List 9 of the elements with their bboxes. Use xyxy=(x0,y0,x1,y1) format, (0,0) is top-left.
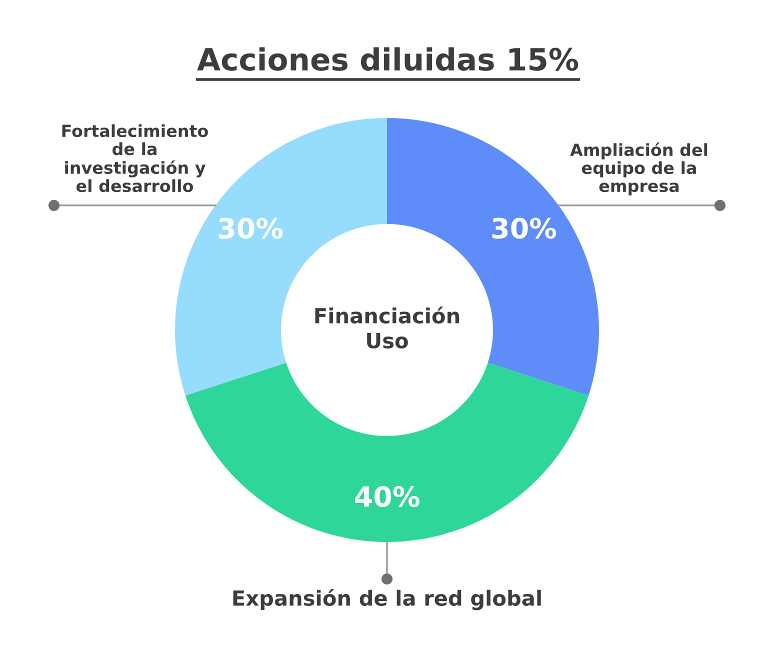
data-label: 30% xyxy=(492,218,556,239)
slice-label: Fortalecimiento de la investigación y el desarrollo xyxy=(62,124,208,192)
chart-title: Acciones diluidas 15% xyxy=(197,47,578,71)
data-label: 30% xyxy=(218,218,283,239)
slice-label: Expansión de la red global xyxy=(233,589,541,610)
slice-label: Ampliación del equipo de la empresa xyxy=(570,142,708,196)
donut-slice xyxy=(185,362,589,542)
text: Financiación Uso xyxy=(315,306,460,348)
data-label: 40% xyxy=(355,486,420,508)
